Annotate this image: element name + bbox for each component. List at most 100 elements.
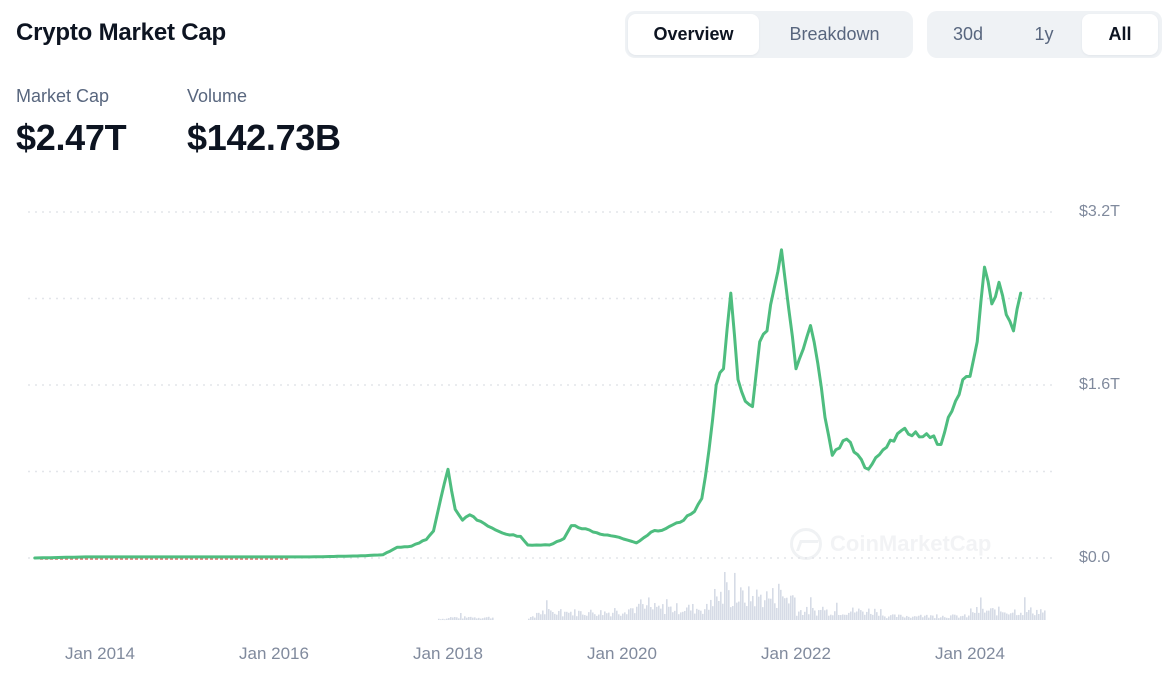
volume-bar xyxy=(750,601,752,620)
volume-bar xyxy=(564,611,566,620)
volume-bar xyxy=(790,595,792,620)
volume-bar xyxy=(668,606,670,620)
volume-bar xyxy=(906,615,908,620)
volume-bar xyxy=(612,612,614,620)
range-all-button[interactable]: All xyxy=(1082,14,1158,55)
tab-overview[interactable]: Overview xyxy=(628,14,759,55)
volume-bar xyxy=(618,614,620,620)
volume-bar xyxy=(456,617,458,620)
volume-bar xyxy=(794,597,796,620)
range-1y-button[interactable]: 1y xyxy=(1006,14,1082,55)
volume-bar xyxy=(788,603,790,620)
volume-bar xyxy=(830,614,832,620)
volume-bar xyxy=(626,614,628,620)
volume-bar xyxy=(930,615,932,620)
volume-bar xyxy=(880,609,882,620)
volume-bar xyxy=(816,615,818,620)
volume-bar xyxy=(758,596,760,620)
market-cap-line[interactable] xyxy=(33,248,1023,560)
market-cap-value: $2.47T xyxy=(16,117,127,158)
volume-bar xyxy=(898,614,900,620)
volume-bar xyxy=(968,615,970,620)
volume-bar xyxy=(860,610,862,620)
volume-bar xyxy=(1042,612,1044,620)
volume-bar xyxy=(992,608,994,620)
volume-bar xyxy=(840,615,842,620)
volume-bar xyxy=(450,617,452,620)
volume-bar xyxy=(878,615,880,620)
volume-bar xyxy=(846,614,848,620)
volume-bar xyxy=(872,614,874,620)
volume-bar xyxy=(916,616,918,620)
volume-bar xyxy=(742,590,744,620)
volume-bar xyxy=(698,609,700,620)
volume-bar xyxy=(648,597,650,620)
volume-bar xyxy=(550,610,552,620)
chart-canvas[interactable] xyxy=(0,190,1170,685)
volume-bar xyxy=(712,606,714,620)
volume-bar xyxy=(734,572,736,620)
volume-bar xyxy=(656,606,658,620)
volume-bar xyxy=(764,600,766,620)
tab-breakdown[interactable]: Breakdown xyxy=(759,14,910,55)
volume-bar xyxy=(642,604,644,620)
volume-bar xyxy=(766,591,768,620)
market-cap-chart[interactable]: CoinMarketCap $3.2T $1.6T $0.0 Jan 2014 … xyxy=(0,190,1170,685)
volume-bar xyxy=(954,614,956,620)
volume-bar xyxy=(936,614,938,620)
volume-bar xyxy=(800,610,802,620)
volume-bar xyxy=(964,614,966,620)
volume-bar xyxy=(726,582,728,620)
volume-bar xyxy=(980,597,982,620)
x-tick-label: Jan 2018 xyxy=(413,644,483,663)
y-tick-label: $0.0 xyxy=(1079,549,1111,566)
volume-bar xyxy=(920,614,922,620)
volume-bar xyxy=(544,614,546,620)
volume-bar xyxy=(688,604,690,620)
volume-bar xyxy=(918,615,920,620)
volume-bar xyxy=(842,614,844,620)
volume-bar xyxy=(990,608,992,620)
volume-bar xyxy=(628,609,630,620)
volume-bar xyxy=(464,616,466,620)
volume-bar xyxy=(928,617,930,620)
volume-bar xyxy=(602,615,604,620)
volume-stat: Volume $142.73B xyxy=(187,86,341,159)
volume-bar xyxy=(874,608,876,620)
volume-bar xyxy=(868,608,870,620)
volume-bar xyxy=(892,614,894,620)
volume-bar xyxy=(448,618,450,620)
volume-bar xyxy=(732,606,734,620)
range-toggle: 30d 1y All xyxy=(927,11,1162,58)
volume-bar xyxy=(680,612,682,620)
volume-bar xyxy=(824,610,826,620)
volume-bar xyxy=(476,618,478,620)
volume-bar xyxy=(986,610,988,620)
volume-bar xyxy=(770,598,772,620)
volume-bar xyxy=(630,608,632,620)
volume-bar xyxy=(740,587,742,620)
volume-bar xyxy=(658,605,660,620)
volume-bar xyxy=(1028,609,1030,620)
volume-bar xyxy=(568,612,570,620)
volume-bar xyxy=(624,612,626,620)
volume-bar xyxy=(636,606,638,620)
volume-bar xyxy=(582,614,584,620)
volume-bar xyxy=(772,588,774,620)
volume-bar xyxy=(696,608,698,620)
volume-bar xyxy=(752,595,754,620)
volume-bar xyxy=(1032,613,1034,620)
range-30d-button[interactable]: 30d xyxy=(930,14,1006,55)
volume-bar xyxy=(988,610,990,620)
volume-bar xyxy=(454,617,456,620)
volume-bar xyxy=(728,590,730,620)
volume-bar xyxy=(924,615,926,620)
volume-bar xyxy=(948,618,950,620)
volume-bar xyxy=(1044,610,1046,620)
volume-bar xyxy=(486,617,488,620)
volume-bar xyxy=(760,594,762,620)
volume-bar xyxy=(442,618,444,620)
volume-bar xyxy=(956,615,958,620)
volume-bar xyxy=(1016,615,1018,620)
volume-bar xyxy=(908,616,910,620)
